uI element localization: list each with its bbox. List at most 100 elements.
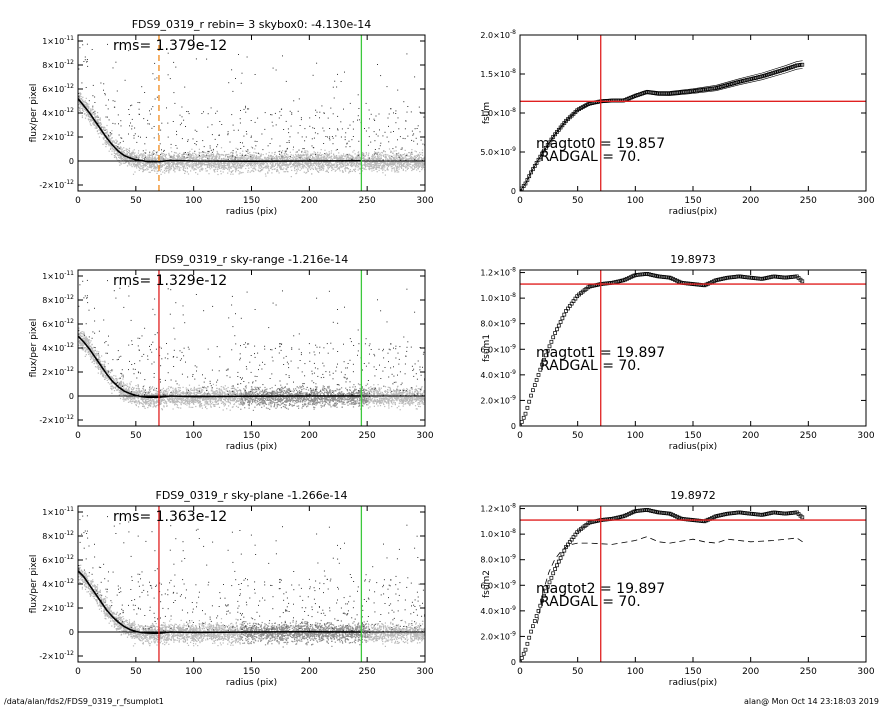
x-axis-label: radius (pix) xyxy=(226,442,277,452)
plot-inner xyxy=(78,506,425,662)
rms-annotation: rms= 1.363e-12 xyxy=(113,509,227,525)
panel-title: 19.8972 xyxy=(670,489,716,502)
y-tick-label: 6.0×10-9 xyxy=(480,343,516,354)
series-markers xyxy=(520,62,805,191)
plot-area xyxy=(520,270,866,426)
y-tick-label: 4×10-12 xyxy=(42,342,74,353)
y-tick-label: 5.0×10-9 xyxy=(480,146,516,157)
y-tick-label: 6.0×10-9 xyxy=(480,579,516,590)
plot-area xyxy=(78,506,425,662)
y-tick-label: -2×10-12 xyxy=(39,414,74,425)
x-ticks: 0 50 100 150 200 250 300 xyxy=(517,270,875,441)
y-tick-label: 8×10-12 xyxy=(42,59,74,70)
x-ticks: 0 50 100 150 200 250 300 xyxy=(75,270,434,441)
y-tick-label: 0 xyxy=(511,658,516,667)
y-ticks: 0 2.0×10-9 4.0×10-9 6.0×10-9 8.0×10-9 1.0×10-… xyxy=(480,503,866,667)
panel-title: 19.8973 xyxy=(670,253,716,266)
x-tick-label: 200 xyxy=(301,431,318,441)
x-tick-label: 300 xyxy=(416,431,433,441)
radgal-annotation: RADGAL = 70. xyxy=(540,594,641,610)
outlier-points xyxy=(78,43,425,162)
series-markers xyxy=(520,272,805,426)
y-tick-label: 6×10-12 xyxy=(42,83,74,94)
y-tick-label: 1.2×10-8 xyxy=(480,267,516,278)
y-tick-label: 0 xyxy=(69,628,74,637)
panel-1: 0 50 100 150 200 250 300-2×10-1202×10-124×10-1… xyxy=(29,18,434,217)
y-tick-label: 1×10-11 xyxy=(42,506,74,517)
outlier-points xyxy=(78,279,425,398)
x-tick-label: 300 xyxy=(857,196,874,206)
x-tick-label: 50 xyxy=(130,667,142,677)
x-tick-label: 250 xyxy=(359,196,376,206)
y-tick-label: 4×10-12 xyxy=(42,107,74,118)
x-tick-label: 250 xyxy=(359,431,376,441)
profile-line xyxy=(78,98,362,163)
x-ticks: 0 50 100 150 200 250 300 xyxy=(75,35,434,206)
x-tick-label: 200 xyxy=(742,667,759,677)
plot-area xyxy=(78,35,425,191)
scatter-points xyxy=(78,564,425,648)
panel-4: 0 50 100 150 200 250 300 0 2.0×10-9 4.0×10-9 6.0×1… xyxy=(480,253,874,452)
x-tick-label: 250 xyxy=(359,667,376,677)
y-tick-label: 2.0×10-9 xyxy=(480,394,516,405)
x-tick-label: 100 xyxy=(185,431,202,441)
x-axis-label: radius(pix) xyxy=(669,678,717,688)
y-tick-label: 6×10-12 xyxy=(42,554,74,565)
x-axis-label: radius(pix) xyxy=(669,442,717,452)
x-tick-label: 0 xyxy=(517,431,523,441)
x-tick-label: 50 xyxy=(130,196,142,206)
y-tick-label: 4.0×10-9 xyxy=(480,369,516,380)
x-tick-label: 300 xyxy=(416,196,433,206)
y-ticks: -2×10-12 0 2×10-12 4×10-12 6×10-12 8×10-12 1×1… xyxy=(39,506,425,661)
profile-line xyxy=(78,570,362,634)
y-tick-label: 0 xyxy=(69,157,74,166)
x-tick-label: 100 xyxy=(185,667,202,677)
y-ticks: -2×10-12 0 2×10-12 4×10-12 6×10-12 8×10-12 1×1… xyxy=(39,270,425,425)
x-tick-label: 50 xyxy=(572,431,584,441)
x-tick-label: 250 xyxy=(800,667,817,677)
x-tick-label: 50 xyxy=(572,667,584,677)
x-tick-label: 200 xyxy=(301,196,318,206)
x-tick-label: 150 xyxy=(684,667,701,677)
x-tick-label: 250 xyxy=(800,196,817,206)
plot-inner xyxy=(78,35,425,191)
x-ticks: 0 50 100 150 200 250 300 xyxy=(75,506,434,677)
series-band xyxy=(520,68,803,191)
y-tick-label: 1.0×10-8 xyxy=(480,107,516,118)
plot-area xyxy=(520,506,866,662)
panel-title: FDS9_0319_r rebin= 3 skybox0: -4.130e-14 xyxy=(132,18,372,31)
y-tick-label: 4×10-12 xyxy=(42,578,74,589)
x-tick-label: 0 xyxy=(75,196,81,206)
x-tick-label: 0 xyxy=(517,667,523,677)
x-tick-label: 150 xyxy=(243,196,260,206)
x-tick-label: 150 xyxy=(243,667,260,677)
y-axis-label: fsum1 xyxy=(482,334,492,362)
y-tick-label: 1.0×10-8 xyxy=(480,292,516,303)
x-tick-label: 150 xyxy=(243,431,260,441)
x-tick-label: 300 xyxy=(416,667,433,677)
y-axis-label: fsum2 xyxy=(482,570,492,598)
y-tick-label: 8.0×10-9 xyxy=(480,318,516,329)
y-tick-label: 4.0×10-9 xyxy=(480,605,516,616)
magtot-annotation: magtot1 = 19.897 xyxy=(536,345,665,361)
x-tick-label: 100 xyxy=(627,196,644,206)
plot-area xyxy=(520,35,866,191)
outlier-points xyxy=(78,515,425,633)
y-tick-label: 1.2×10-8 xyxy=(480,503,516,514)
y-ticks: 0 5.0×10-9 1.0×10-8 1.5×10-8 2.0×10-8 xyxy=(480,29,866,196)
y-tick-label: 8×10-12 xyxy=(42,530,74,541)
x-tick-label: 200 xyxy=(301,667,318,677)
y-tick-label: -2×10-12 xyxy=(39,650,74,661)
radgal-annotation: RADGAL = 70. xyxy=(540,358,641,374)
y-tick-label: 2×10-12 xyxy=(42,131,74,142)
x-ticks: 0 50 100 150 200 250 300 xyxy=(517,506,875,677)
panel-title: FDS9_0319_r sky-plane -1.266e-14 xyxy=(156,489,348,502)
x-axis-label: radius (pix) xyxy=(226,678,277,688)
y-tick-label: 1.5×10-8 xyxy=(480,68,516,79)
x-tick-label: 50 xyxy=(130,431,142,441)
x-tick-label: 150 xyxy=(684,196,701,206)
y-tick-label: 0 xyxy=(511,187,516,196)
y-axis-label: fsum xyxy=(482,102,492,124)
footer-timestamp: alan@ Mon Oct 14 23:18:03 2019 xyxy=(744,697,879,706)
y-axis-label: flux/per pixel xyxy=(29,84,39,143)
